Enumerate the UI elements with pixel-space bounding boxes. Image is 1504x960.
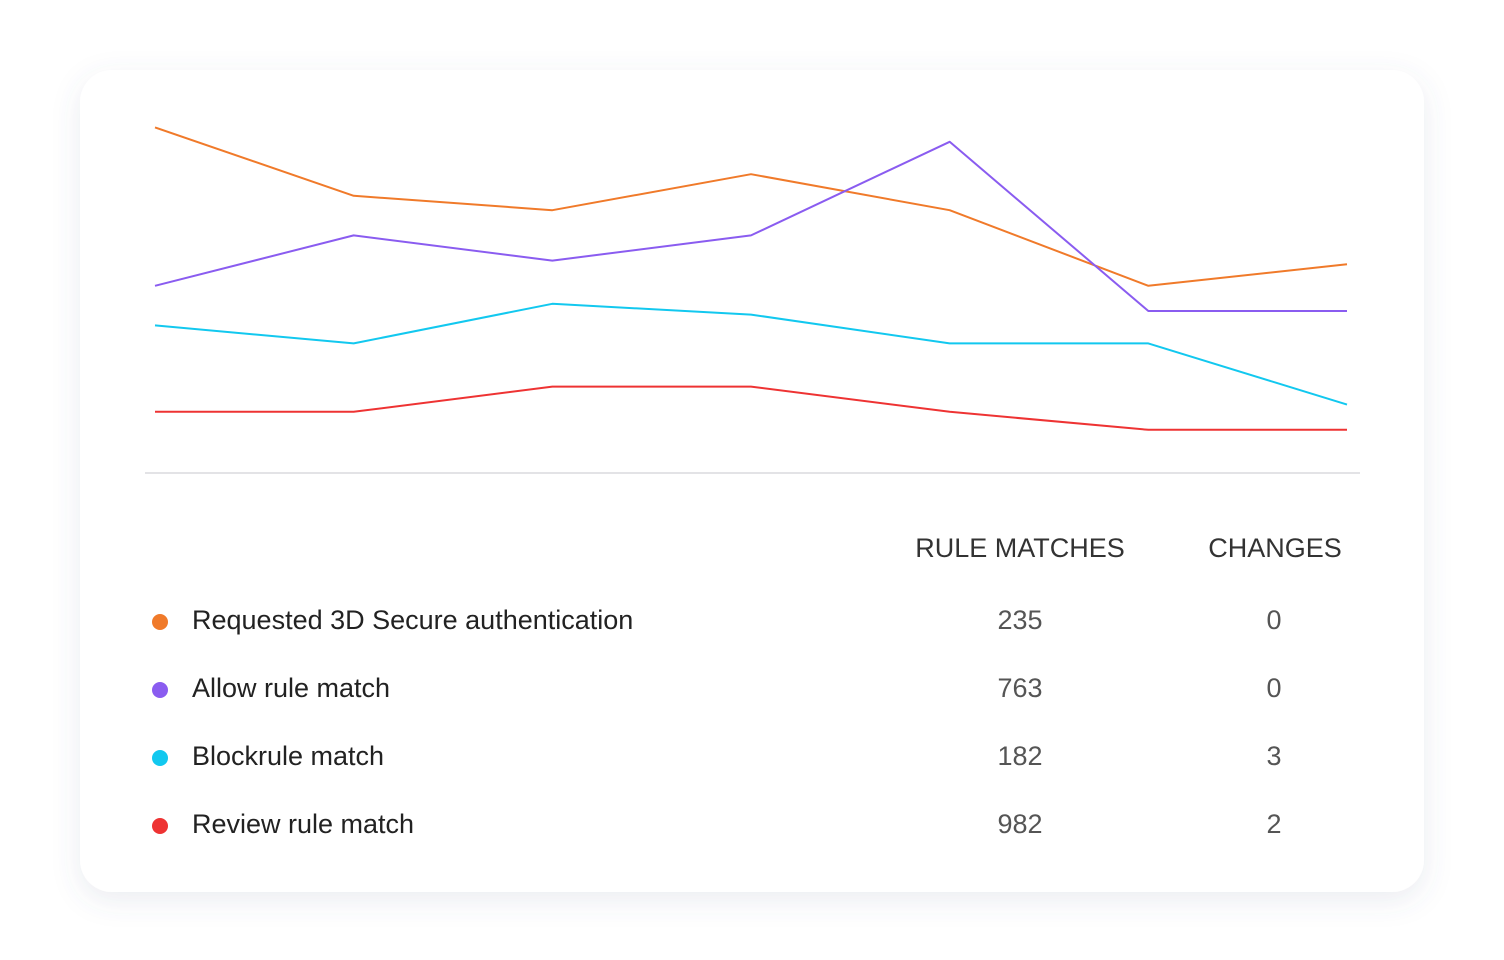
legend-label: Review rule match — [192, 809, 414, 839]
series-line — [154, 302, 1348, 406]
table-cell: 3 — [1266, 741, 1281, 771]
table-cell: 0 — [1266, 673, 1281, 703]
column-header: CHANGES — [1208, 533, 1342, 563]
series-line — [154, 140, 1347, 312]
legend-label: Blockrule match — [192, 741, 384, 771]
series-line — [155, 385, 1347, 431]
card — [80, 70, 1424, 892]
legend-dot — [152, 818, 168, 834]
legend-dot — [152, 750, 168, 766]
table-cell: 763 — [997, 673, 1042, 703]
series-line — [154, 126, 1348, 287]
legend-dot — [152, 682, 168, 698]
legend-label: Allow rule match — [192, 673, 390, 703]
column-header: RULE MATCHES — [915, 533, 1125, 563]
table-cell: 235 — [997, 605, 1042, 635]
table-cell: 2 — [1266, 809, 1281, 839]
table-cell: 982 — [997, 809, 1042, 839]
legend-label: Requested 3D Secure authentication — [192, 605, 633, 635]
table-cell: 182 — [997, 741, 1042, 771]
table-cell: 0 — [1266, 605, 1281, 635]
legend-dot — [152, 614, 168, 630]
